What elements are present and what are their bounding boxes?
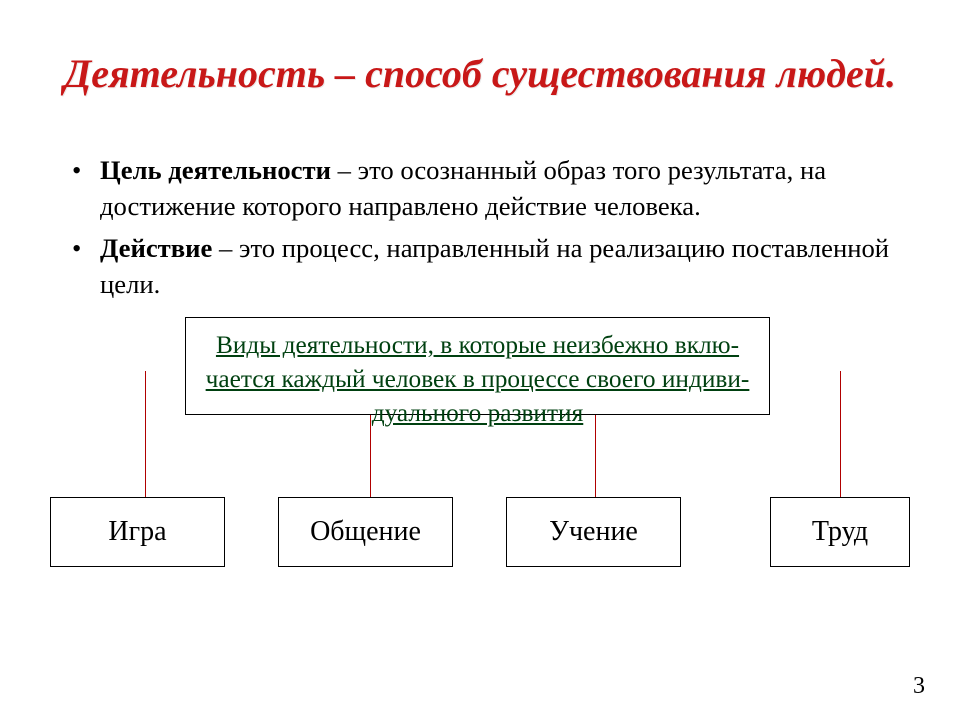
diagram-child-node: Труд	[770, 497, 910, 567]
diagram-connector	[145, 371, 146, 497]
list-item: Цель деятельности – это осознанный образ…	[100, 152, 910, 224]
slide: Деятельность – способ существования люде…	[0, 0, 960, 720]
list-item: Действие – это процесс, направленный на …	[100, 230, 910, 302]
diagram-child-label: Общение	[310, 516, 421, 548]
diagram-child-label: Игра	[108, 516, 166, 548]
bullet-term: Действие	[100, 233, 212, 263]
page-title: Деятельность – способ существования люде…	[50, 50, 910, 97]
diagram-root-node: Виды деятельности, в которые неизбежно в…	[185, 317, 770, 415]
diagram-child-label: Учение	[549, 516, 638, 548]
diagram-connector	[840, 371, 841, 497]
diagram-child-label: Труд	[812, 516, 868, 548]
diagram-child-node: Учение	[506, 497, 681, 567]
bullet-rest: – это процесс, направленный на реализаци…	[100, 233, 889, 299]
page-number: 3	[913, 673, 925, 700]
diagram-child-node: Игра	[50, 497, 225, 567]
diagram-child-node: Общение	[278, 497, 453, 567]
diagram-root-label: Виды деятельности, в которые неизбежно в…	[200, 328, 755, 431]
bullet-term: Цель деятельности	[100, 155, 331, 185]
bullet-list: Цель деятельности – это осознанный образ…	[50, 152, 910, 302]
activity-types-diagram: Виды деятельности, в которые неизбежно в…	[50, 317, 910, 597]
